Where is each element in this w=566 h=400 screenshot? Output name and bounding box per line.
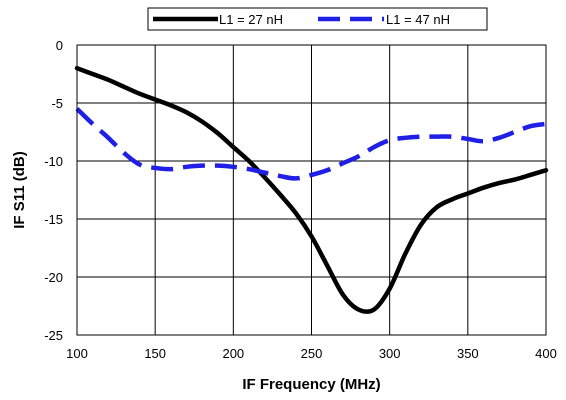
series-line-1 [74,65,549,314]
x-tick-label: 400 [535,346,557,361]
y-tick-label: -10 [44,154,63,169]
y-tick-label: -20 [44,270,63,285]
x-tick-label: 200 [222,346,244,361]
plot-frame [76,44,547,336]
y-tick-label: -15 [44,212,63,227]
legend: L1 = 27 nH L1 = 47 nH [147,7,488,31]
x-tick-label: 100 [66,346,88,361]
y-tick-label: -25 [44,328,63,343]
legend-label-1: L1 = 27 nH [219,12,283,27]
x-tick-label: 150 [144,346,166,361]
series-group [74,65,549,314]
x-axis-title: IF Frequency (MHz) [242,376,380,393]
legend-label-2: L1 = 47 nH [386,12,450,27]
y-tick-label: -5 [51,96,63,111]
series-line-2 [75,107,547,181]
y-axis-title: IF S11 (dB) [11,151,28,229]
x-tick-label: 300 [379,346,401,361]
y-tick-label: 0 [56,38,63,53]
legend-box [147,7,488,31]
x-tick-label: 350 [457,346,479,361]
tick-labels: 100 150 200 250 300 350 400 0 -5 -10 -15 -20 -25 [44,38,557,361]
x-tick-label: 250 [301,346,323,361]
